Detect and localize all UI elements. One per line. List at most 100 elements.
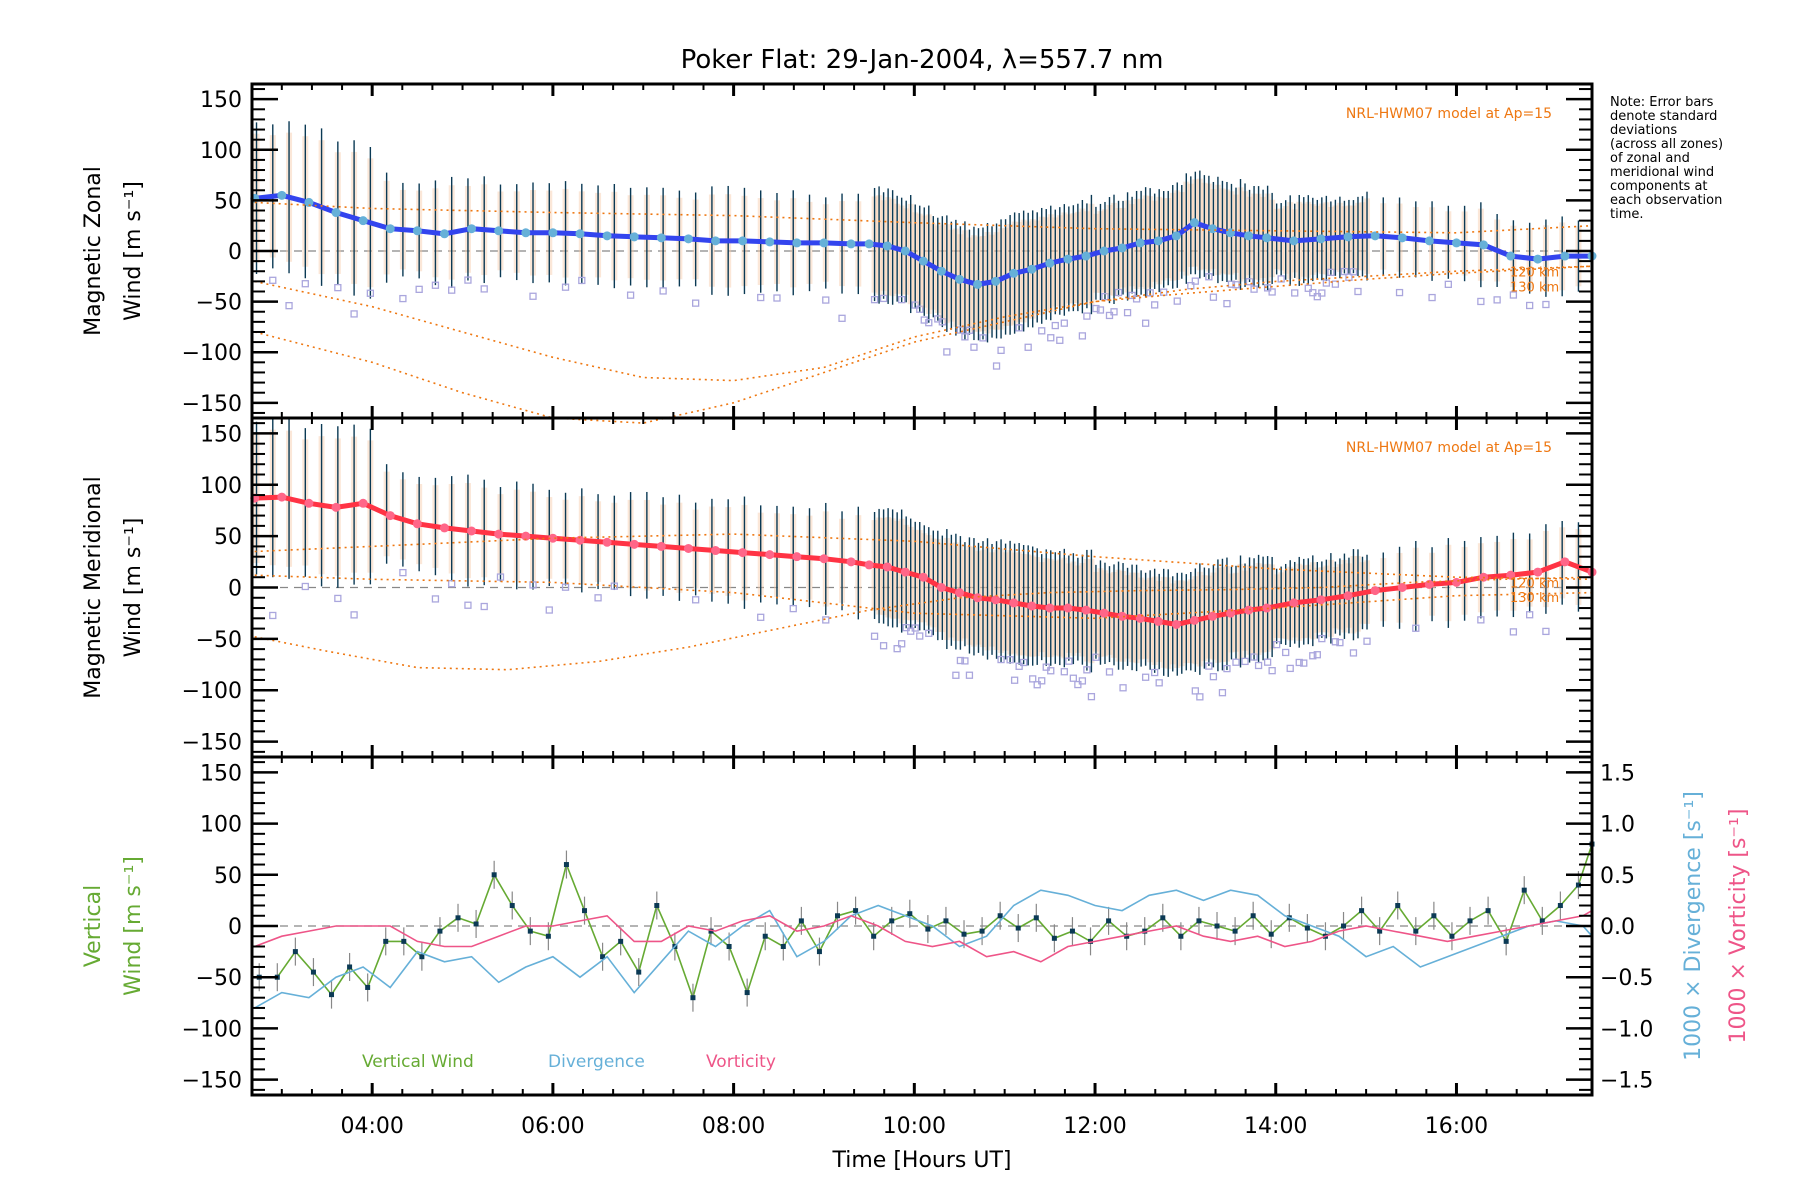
y-tick-label: 50 xyxy=(214,864,242,889)
data-point xyxy=(494,226,504,236)
data-point xyxy=(907,911,913,917)
zone-marker xyxy=(822,616,830,624)
data-point xyxy=(1503,938,1509,944)
series-line-divergence xyxy=(254,889,1593,1009)
data-point xyxy=(1088,938,1094,944)
panel-vertical xyxy=(250,755,1595,1097)
zone-marker xyxy=(1024,343,1032,351)
data-point xyxy=(871,933,877,939)
zone-marker xyxy=(1069,674,1077,682)
x-tick-label: 04:00 xyxy=(340,1114,403,1139)
zone-marker xyxy=(1092,304,1100,313)
data-point xyxy=(1196,918,1202,924)
x-tick-label: 06:00 xyxy=(521,1114,584,1139)
y-tick-label: −50 xyxy=(196,628,242,653)
data-point xyxy=(1244,605,1254,615)
error-bar-note: Note: Error bars denote standard deviati… xyxy=(1610,95,1724,222)
data-point xyxy=(1359,908,1365,914)
legend-item-vorticity: Vorticity xyxy=(706,1052,776,1072)
data-point xyxy=(954,274,964,284)
data-point xyxy=(1557,903,1563,909)
y2-tick-label: −1.5 xyxy=(1600,1069,1653,1094)
data-point xyxy=(1289,236,1299,246)
zone-marker xyxy=(1295,658,1303,667)
data-point xyxy=(683,234,693,244)
data-point xyxy=(1189,218,1199,228)
data-point xyxy=(853,908,859,914)
y-axis-label: Magnetic Zonal xyxy=(81,166,106,336)
data-point xyxy=(310,969,316,975)
data-point xyxy=(819,238,829,248)
data-point xyxy=(1395,903,1401,909)
data-point xyxy=(521,531,531,541)
zone-marker xyxy=(1354,287,1362,296)
data-point xyxy=(575,535,585,545)
data-point xyxy=(1506,251,1516,261)
zone-marker xyxy=(1151,668,1159,677)
data-point xyxy=(1027,601,1037,611)
data-point xyxy=(439,229,449,239)
zone-marker xyxy=(1304,284,1312,292)
data-point xyxy=(656,541,666,551)
data-point xyxy=(1424,236,1434,246)
zone-marker xyxy=(1060,319,1068,327)
zone-marker xyxy=(1078,677,1087,685)
data-point xyxy=(846,557,856,567)
data-point xyxy=(1424,579,1434,589)
data-point xyxy=(329,992,335,998)
zone-marker xyxy=(961,657,969,665)
zone-marker xyxy=(1065,657,1073,665)
zone-marker xyxy=(1218,689,1227,697)
data-point xyxy=(726,943,732,949)
data-point xyxy=(1304,925,1310,931)
data-point xyxy=(582,908,588,914)
y-tick-label: −50 xyxy=(196,966,242,991)
data-point xyxy=(1575,882,1581,888)
zone-marker xyxy=(1263,284,1272,292)
data-point xyxy=(1207,611,1217,621)
zone-marker xyxy=(269,276,277,284)
data-point xyxy=(690,995,696,1001)
zone-marker xyxy=(1191,277,1199,285)
data-point xyxy=(816,949,822,955)
zone-marker xyxy=(965,326,974,334)
data-point xyxy=(961,931,967,937)
zone-marker xyxy=(893,645,901,653)
data-point xyxy=(1370,586,1380,596)
data-point xyxy=(835,913,841,919)
zone-marker xyxy=(480,285,488,293)
data-point xyxy=(991,595,1001,605)
zone-marker xyxy=(1526,301,1534,310)
data-point xyxy=(654,903,660,909)
y-axis-label: Magnetic Meridional xyxy=(81,476,106,698)
zone-marker xyxy=(773,294,781,302)
data-point xyxy=(882,562,892,572)
zone-marker xyxy=(1155,679,1163,687)
y-tick-label: 0 xyxy=(228,240,242,265)
data-point xyxy=(545,933,551,939)
data-point xyxy=(1099,608,1109,618)
zone-marker xyxy=(1340,267,1349,276)
data-point xyxy=(997,913,1003,919)
data-point xyxy=(864,560,874,570)
data-point xyxy=(365,984,371,990)
zone-marker xyxy=(350,611,358,619)
zone-marker xyxy=(757,613,765,621)
data-point xyxy=(882,241,892,251)
zone-marker xyxy=(692,299,700,307)
data-point xyxy=(439,523,449,533)
data-point xyxy=(798,918,804,924)
data-point xyxy=(1142,928,1148,934)
data-point xyxy=(738,548,748,558)
zone-marker xyxy=(578,276,586,285)
zone-marker xyxy=(1123,308,1132,317)
data-point xyxy=(292,949,298,955)
y-tick-label: 100 xyxy=(200,813,242,838)
zone-marker xyxy=(1191,687,1199,695)
zone-marker xyxy=(1412,624,1420,632)
zone-marker xyxy=(448,580,456,588)
zone-marker xyxy=(1074,680,1082,689)
data-point xyxy=(1124,933,1130,939)
y2-tick-label: −0.5 xyxy=(1600,966,1653,991)
zone-marker xyxy=(943,348,951,356)
